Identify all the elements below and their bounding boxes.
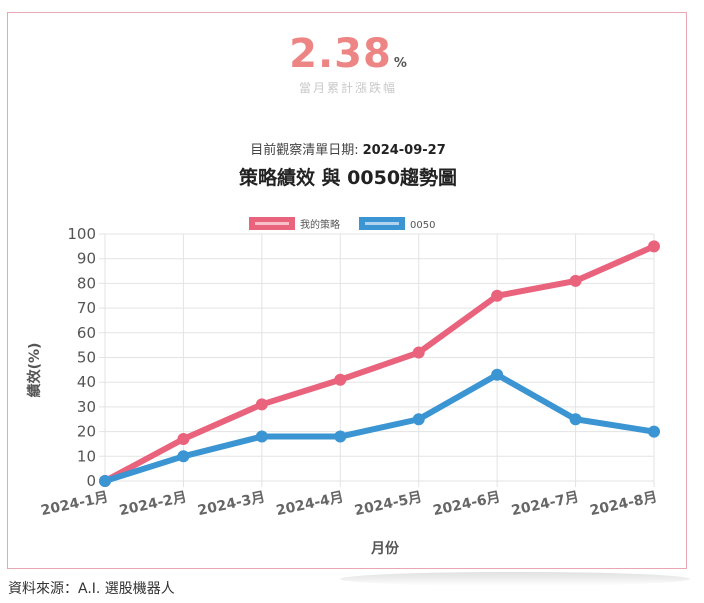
y-tick-label: 20 — [77, 423, 96, 441]
data-point — [255, 398, 268, 411]
x-tick-label: 2024-8月 — [588, 489, 658, 519]
data-point — [648, 240, 660, 253]
series-lines — [99, 240, 660, 487]
x-axis-label: 月份 — [370, 540, 400, 557]
series-line — [102, 371, 657, 484]
y-tick-label: 70 — [77, 299, 96, 317]
data-point — [99, 475, 111, 487]
x-tick-label: 2024-4月 — [275, 489, 345, 519]
data-point — [648, 425, 660, 438]
monthly-change-unit: % — [393, 56, 407, 71]
legend-label[interactable]: 0050 — [410, 220, 435, 231]
x-tick-label: 2024-3月 — [196, 489, 266, 519]
grid-lines — [99, 233, 655, 487]
data-point — [255, 430, 268, 443]
x-tick-labels: 2024-1月 2024-2月 2024-3月 2024-4月 2024-5月 2024-… — [39, 489, 658, 519]
data-point — [177, 433, 190, 446]
x-tick-label: 2024-7月 — [510, 489, 580, 519]
y-tick-label: 50 — [77, 349, 96, 367]
data-point — [177, 450, 190, 463]
x-tick-label: 2024-2月 — [118, 489, 188, 519]
data-point — [491, 289, 504, 302]
data-point — [412, 346, 425, 359]
y-tick-label: 30 — [77, 398, 96, 416]
data-point — [334, 430, 347, 443]
legend[interactable]: 我的策略 0050 — [249, 217, 435, 231]
legend-swatch-highlight — [365, 222, 399, 225]
y-tick-label: 100 — [67, 225, 96, 243]
observation-label: 目前觀察清單日期: — [250, 143, 359, 158]
data-point — [569, 413, 582, 426]
observation-date-line: 目前觀察清單日期: 2024-09-27 — [8, 139, 688, 158]
x-tick-label: 2024-5月 — [353, 489, 423, 519]
card-shadow — [340, 572, 690, 586]
monthly-change-value: 2.38 — [289, 31, 392, 77]
monthly-change-caption: 當月累計漲跌幅 — [298, 81, 397, 95]
y-axis-label: 績效(%) — [26, 343, 43, 398]
data-point — [569, 274, 582, 287]
series-line — [102, 243, 657, 484]
data-point — [334, 373, 347, 386]
y-tick-label: 40 — [77, 373, 96, 391]
y-tick-label: 0 — [86, 472, 96, 490]
y-tick-label: 90 — [77, 250, 96, 268]
x-tick-label: 2024-1月 — [39, 489, 109, 519]
data-point — [412, 413, 425, 426]
y-tick-label: 80 — [77, 274, 96, 292]
legend-label[interactable]: 我的策略 — [300, 218, 340, 231]
x-tick-label: 2024-6月 — [432, 489, 502, 519]
chart-title: 策略績效 與 0050趨勢圖 — [238, 167, 458, 189]
observation-date: 2024-09-27 — [362, 143, 446, 158]
monthly-change: 2.38% — [8, 31, 688, 77]
y-tick-labels: 0 10 20 30 40 50 60 70 80 90 100 — [67, 225, 96, 490]
y-tick-label: 60 — [77, 324, 96, 342]
source-note: 資料來源：A.I. 選股機器人 — [8, 581, 175, 597]
legend-swatch-highlight — [255, 222, 289, 225]
y-tick-label: 10 — [77, 447, 96, 465]
data-point — [491, 368, 504, 381]
